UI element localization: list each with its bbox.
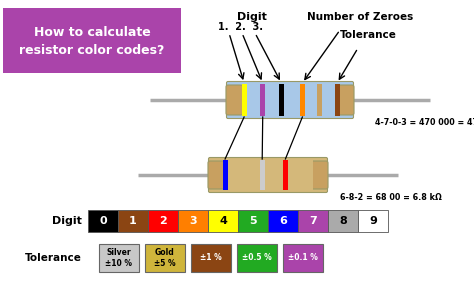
Text: 4-7-0-3 = 470 000 = 470 kΩ: 4-7-0-3 = 470 000 = 470 kΩ bbox=[375, 118, 474, 127]
Bar bbox=[260, 160, 264, 190]
Text: How to calculate
resistor color codes?: How to calculate resistor color codes? bbox=[19, 27, 164, 58]
Text: 0: 0 bbox=[99, 216, 107, 226]
FancyBboxPatch shape bbox=[311, 161, 328, 189]
Bar bbox=[283, 160, 288, 190]
Text: 4: 4 bbox=[219, 216, 227, 226]
FancyBboxPatch shape bbox=[226, 85, 243, 115]
Bar bbox=[309, 160, 313, 190]
Text: Digit: Digit bbox=[237, 12, 267, 22]
Text: 1: 1 bbox=[129, 216, 137, 226]
Text: ±1 %: ±1 % bbox=[200, 253, 222, 263]
FancyBboxPatch shape bbox=[208, 161, 225, 189]
Text: Tolerance: Tolerance bbox=[339, 30, 396, 40]
FancyBboxPatch shape bbox=[227, 81, 354, 118]
Text: 8: 8 bbox=[339, 216, 347, 226]
Text: 1.  2.  3.: 1. 2. 3. bbox=[219, 22, 264, 32]
Text: 6-8-2 = 68 00 = 6.8 kΩ: 6-8-2 = 68 00 = 6.8 kΩ bbox=[340, 193, 442, 202]
Bar bbox=[279, 84, 284, 116]
Text: 7: 7 bbox=[309, 216, 317, 226]
Text: 5: 5 bbox=[249, 216, 257, 226]
Text: 9: 9 bbox=[369, 216, 377, 226]
Text: Gold
±5 %: Gold ±5 % bbox=[154, 248, 176, 268]
Bar bbox=[358, 210, 388, 232]
Bar bbox=[223, 160, 228, 190]
Bar bbox=[238, 210, 268, 232]
Text: ±0.1 %: ±0.1 % bbox=[288, 253, 318, 263]
FancyBboxPatch shape bbox=[99, 244, 139, 272]
Bar bbox=[328, 210, 358, 232]
FancyBboxPatch shape bbox=[3, 8, 181, 73]
Text: 3: 3 bbox=[189, 216, 197, 226]
FancyBboxPatch shape bbox=[237, 244, 277, 272]
Text: Number of Zeroes: Number of Zeroes bbox=[307, 12, 413, 22]
FancyBboxPatch shape bbox=[145, 244, 185, 272]
Bar bbox=[88, 210, 118, 232]
Bar bbox=[148, 210, 178, 232]
Bar bbox=[208, 210, 238, 232]
Bar bbox=[317, 84, 322, 116]
Bar bbox=[300, 84, 305, 116]
Text: 6: 6 bbox=[279, 216, 287, 226]
Bar bbox=[242, 84, 246, 116]
FancyBboxPatch shape bbox=[209, 158, 328, 192]
Text: ±0.5 %: ±0.5 % bbox=[242, 253, 272, 263]
Text: Silver
±10 %: Silver ±10 % bbox=[106, 248, 133, 268]
Text: 2: 2 bbox=[159, 216, 167, 226]
FancyBboxPatch shape bbox=[283, 244, 323, 272]
Bar bbox=[118, 210, 148, 232]
Text: Tolerance: Tolerance bbox=[25, 253, 82, 263]
Text: Digit: Digit bbox=[52, 216, 82, 226]
Bar bbox=[268, 210, 298, 232]
FancyBboxPatch shape bbox=[191, 244, 231, 272]
Bar bbox=[260, 84, 265, 116]
FancyBboxPatch shape bbox=[337, 85, 354, 115]
Bar bbox=[335, 84, 339, 116]
Bar bbox=[298, 210, 328, 232]
Bar bbox=[178, 210, 208, 232]
